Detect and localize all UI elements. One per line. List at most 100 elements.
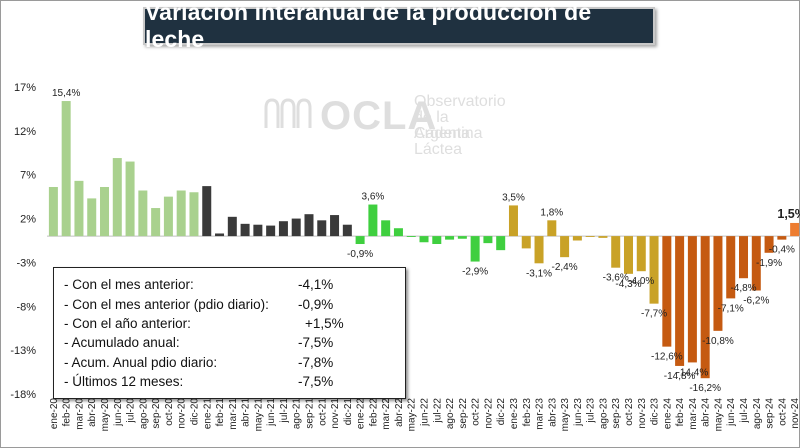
bar [317, 220, 327, 237]
x-tick-label: mar-24 [688, 398, 699, 430]
x-tick-label: feb-21 [215, 398, 226, 427]
stat-label: - Acum. Anual pdio diario: [64, 355, 218, 370]
x-tick-label: may-20 [100, 398, 111, 432]
y-tick-label: 12% [14, 126, 36, 138]
bar [381, 220, 391, 237]
bar [291, 218, 301, 237]
bar [393, 228, 403, 237]
y-tick-label: 2% [20, 214, 36, 226]
y-tick-label: 7% [20, 170, 36, 182]
bar [700, 236, 710, 379]
x-tick-label: oct-24 [777, 398, 788, 426]
stat-value: -0,9% [298, 297, 334, 312]
chart-title-box: Variación interanual de la producción de… [143, 0, 655, 52]
x-tick-label: oct-22 [471, 398, 482, 426]
bar [611, 236, 621, 268]
y-tick-label: -13% [10, 345, 36, 357]
x-tick-label: sep-22 [458, 398, 469, 429]
bar [48, 186, 58, 237]
ocla-logo-text: OCLA [320, 94, 438, 138]
bar [445, 236, 455, 240]
y-tick-label: 17% [14, 82, 36, 94]
bar [368, 204, 378, 237]
bar [598, 236, 608, 238]
bar [138, 190, 148, 237]
stat-label: - Últimos 12 meses: [64, 374, 184, 389]
data-label: -1,9% [756, 258, 782, 269]
x-tick-label: ene-24 [662, 398, 673, 430]
data-label: -14,4% [677, 367, 709, 378]
ocla-watermark: OCLA Observatorio de la Cadena Láctea Ar… [262, 92, 506, 158]
bar [470, 236, 480, 262]
bar [176, 190, 186, 237]
x-tick-label: dic-22 [496, 398, 507, 426]
bar [483, 236, 493, 244]
x-tick-label: may-24 [713, 398, 724, 432]
bar [649, 236, 659, 304]
stat-value: -7,5% [298, 335, 334, 350]
bar [547, 220, 557, 237]
x-tick-label: ene-21 [202, 398, 213, 430]
x-tick-label: mar-22 [381, 398, 392, 430]
y-tick-label: -18% [10, 389, 36, 401]
x-tick-label: oct-20 [164, 398, 175, 426]
x-tick-label: mar-20 [74, 398, 85, 430]
x-tick-label: jun-23 [573, 398, 584, 427]
bar [585, 236, 595, 237]
stat-label: - Con el mes anterior (pdio diario): [64, 297, 269, 312]
bar [202, 186, 212, 237]
bar [240, 223, 250, 237]
watermark-line-2: de la Cadena Láctea [414, 109, 471, 158]
x-tick-label: ene-20 [49, 398, 60, 430]
x-tick-label: feb-20 [62, 398, 73, 427]
bar [457, 236, 467, 239]
x-tick-label: ago-22 [445, 398, 456, 430]
x-tick-label: jul-24 [739, 398, 750, 424]
data-label: 3,5% [502, 192, 525, 203]
data-label: 1,8% [540, 207, 563, 218]
bar [215, 233, 225, 237]
data-label: -2,4% [552, 262, 578, 273]
bar [61, 101, 71, 237]
x-tick-label: oct-23 [624, 398, 635, 426]
ocla-logo-icon [264, 98, 312, 128]
stat-row: - Últimos 12 meses: -7,5% [64, 374, 394, 392]
x-tick-label: nov-23 [637, 398, 648, 429]
data-label: -0,9% [347, 249, 373, 260]
data-label: -7,1% [718, 303, 744, 314]
bar [87, 198, 97, 237]
chart-title: Variación interanual de la producción de… [145, 0, 592, 52]
watermark-line-3: Argentina [414, 125, 483, 142]
bar [419, 236, 429, 243]
data-label: -12,6% [651, 352, 683, 363]
stat-label: - Con el mes anterior: [64, 277, 194, 292]
x-tick-label: may-22 [407, 398, 418, 432]
stat-value: -7,8% [298, 355, 334, 370]
bar [777, 236, 787, 240]
x-tick-label: nov-24 [790, 398, 800, 429]
bar [342, 224, 352, 237]
bar [304, 214, 314, 237]
stat-value: -7,5% [298, 374, 334, 389]
x-tick-label: abr-22 [394, 398, 405, 427]
bar [636, 236, 646, 272]
x-tick-label: dic-23 [650, 398, 661, 426]
x-tick-label: jul-21 [279, 398, 290, 424]
data-label: -4,0% [628, 276, 654, 287]
bar [521, 236, 531, 249]
x-tick-label: ago-21 [292, 398, 303, 430]
x-tick-label: may-21 [253, 398, 264, 432]
x-tick-label: feb-22 [368, 398, 379, 427]
x-tick-label: dic-21 [343, 398, 354, 426]
x-tick-label: abr-20 [87, 398, 98, 427]
x-tick-label: jul-23 [586, 398, 597, 424]
bar [496, 236, 506, 251]
x-tick-label: feb-24 [675, 398, 686, 427]
x-tick-label: feb-23 [522, 398, 533, 427]
bar [432, 236, 442, 245]
stat-label: - Acumulado anual: [64, 335, 180, 350]
data-label: -2,9% [462, 267, 488, 278]
bar [675, 236, 685, 366]
stat-row: - Acum. Anual pdio diario: -7,8% [64, 355, 394, 373]
bar [572, 236, 582, 241]
